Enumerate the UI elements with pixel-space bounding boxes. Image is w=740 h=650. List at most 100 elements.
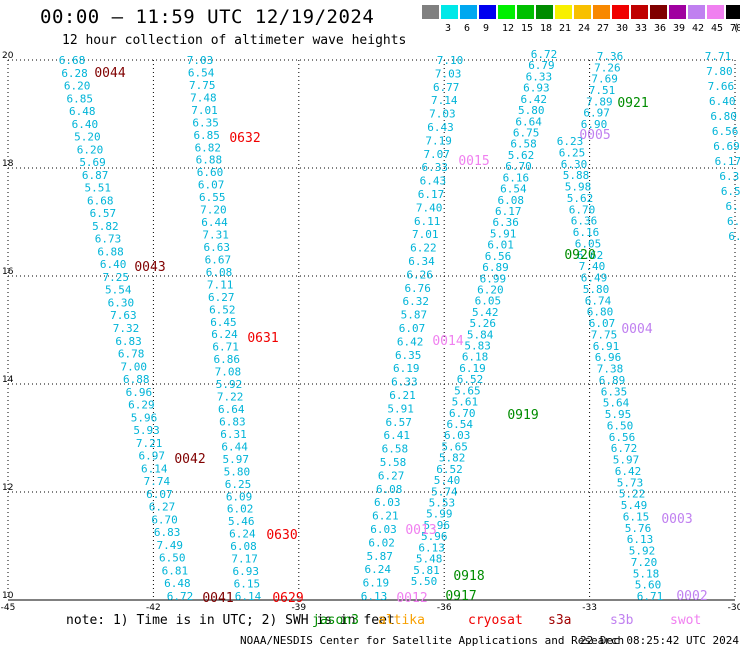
wave-height-value: 6.50: [607, 419, 634, 432]
wave-height-value: 5.26: [469, 317, 496, 330]
wave-height-value: 6.80: [587, 306, 614, 319]
wave-height-value: 6.79: [528, 59, 555, 72]
wave-height-value: 6.36: [571, 215, 598, 228]
pass-label: 0015: [458, 154, 489, 169]
wave-height-value: 5.62: [508, 149, 535, 162]
wave-height-value: 6.85: [193, 129, 220, 142]
wave-height-value: 6.14: [141, 462, 168, 475]
wave-height-value: 6.76: [404, 282, 431, 295]
legend-label: 39: [673, 23, 686, 34]
wave-height-value: 5.82: [439, 452, 466, 465]
wave-height-value: 7.20: [200, 204, 227, 217]
lon-tick-label: -45: [1, 603, 16, 610]
wave-height-value: 6.91: [593, 340, 620, 353]
wave-height-value: 6.33: [391, 376, 418, 389]
wave-height-value: 6.52: [209, 303, 236, 316]
pass-label: 0919: [507, 408, 538, 423]
wave-height-value: 6.43: [420, 175, 447, 188]
wave-height-value: 6.45: [210, 316, 237, 329]
wave-height-value: 7.01: [412, 228, 439, 241]
wave-height-value: 5.87: [401, 309, 428, 322]
wave-height-value: 7.25: [102, 271, 129, 284]
satellite-key-s3b: s3b: [610, 613, 634, 628]
wave-height-value: 6.89: [599, 374, 626, 387]
wave-height-value: 7.69: [591, 73, 618, 86]
wave-height-value: 7.11: [207, 278, 234, 291]
wave-height-value: 5.84: [467, 328, 494, 341]
wave-height-value: 5.93: [133, 424, 160, 437]
wave-height-value: 6.70: [569, 203, 596, 216]
wave-height-value: 6.19: [393, 362, 420, 375]
wave-height-value: 5.91: [490, 227, 517, 240]
wave-height-value: 7.74: [144, 475, 171, 488]
wave-height-value: 5.65: [441, 440, 468, 453]
wave-height-value: 6.36: [492, 216, 519, 229]
wave-height-value: 6.: [728, 230, 740, 243]
wave-height-value: 5.42: [472, 306, 499, 319]
wave-height-value: 5.76: [625, 522, 652, 535]
legend-swatch: [726, 5, 740, 19]
legend-label: 18: [540, 23, 553, 34]
wave-height-value: 5.22: [619, 488, 646, 501]
wave-height-value: 6.35: [192, 116, 219, 129]
wave-height-value: 6.41: [384, 429, 411, 442]
legend-swatch: [669, 5, 686, 19]
legend-label: 33: [635, 23, 648, 34]
wave-height-value: 5.96: [421, 530, 448, 543]
wave-height-value: 6.48: [164, 577, 191, 590]
legend-swatch: [479, 5, 496, 19]
wave-height-value: 6.34: [408, 255, 435, 268]
wave-height-value: 7.00: [120, 360, 147, 373]
wave-height-value: 6.15: [234, 578, 261, 591]
satellite-key-swot: swot: [670, 613, 702, 628]
wave-height-value: 7.10: [437, 54, 464, 67]
pass-label: 0041: [202, 591, 233, 606]
wave-height-value: 6.11: [414, 215, 441, 228]
lat-tick-label: 20: [2, 51, 14, 61]
satellite-key-altika: altika: [378, 613, 425, 628]
wave-height-value: 5.40: [434, 474, 461, 487]
wave-height-value: 7.40: [416, 201, 443, 214]
wave-height-value: 6.85: [66, 92, 93, 105]
legend-swatch: [441, 5, 458, 19]
wave-height-value: 5.97: [222, 453, 249, 466]
legend-swatch: [536, 5, 553, 19]
generated-timestamp: 22 Dec 08:25:42 UTC 2024: [580, 634, 739, 647]
wave-height-value: 7.17: [231, 553, 258, 566]
pass-label: 0920: [564, 248, 595, 263]
lat-lon-grid: [7, 59, 736, 601]
wave-height-value: 6.72: [531, 48, 558, 61]
wave-height-value: 6.77: [433, 81, 460, 94]
wave-height-value: 6.20: [77, 143, 104, 156]
wave-height-value: 7.80: [706, 65, 733, 78]
pass-label: 0631: [247, 331, 278, 346]
wave-height-value: 6.27: [149, 501, 176, 514]
wave-height-value: 5.18: [633, 567, 660, 580]
wave-height-value: 7.89: [586, 95, 613, 108]
wave-height-value: 6.19: [363, 577, 390, 590]
pass-label: 0917: [445, 589, 476, 604]
wave-height-value: 6.60: [197, 166, 224, 179]
wave-height-value: 6.40: [100, 258, 127, 271]
pass-label: 0013: [405, 523, 436, 538]
wave-height-value: 6.28: [61, 67, 88, 80]
wave-height-value: 7.38: [597, 363, 624, 376]
wave-height-value: 6.83: [115, 335, 142, 348]
legend-label: 24: [578, 23, 591, 34]
satellite-key-jason3: jason3: [312, 613, 359, 628]
wave-height-value: 5.83: [464, 340, 491, 353]
wave-height-value: 5.81: [413, 564, 440, 577]
wave-height-value: 6.54: [500, 183, 527, 196]
wave-height-value: 6.: [726, 200, 739, 213]
wave-height-value: 6.03: [370, 523, 397, 536]
pass-label: 0012: [396, 591, 427, 606]
wave-height-value: 6.69: [713, 140, 740, 153]
lat-tick-label: 18: [2, 159, 14, 169]
wave-height-value: 6.02: [368, 536, 395, 549]
wave-height-value: 7.08: [215, 366, 242, 379]
legend-swatch: [612, 5, 629, 19]
legend-label: 70: [730, 23, 740, 34]
lat-tick-label: 12: [2, 483, 13, 493]
wave-height-value: 6.72: [167, 590, 194, 603]
